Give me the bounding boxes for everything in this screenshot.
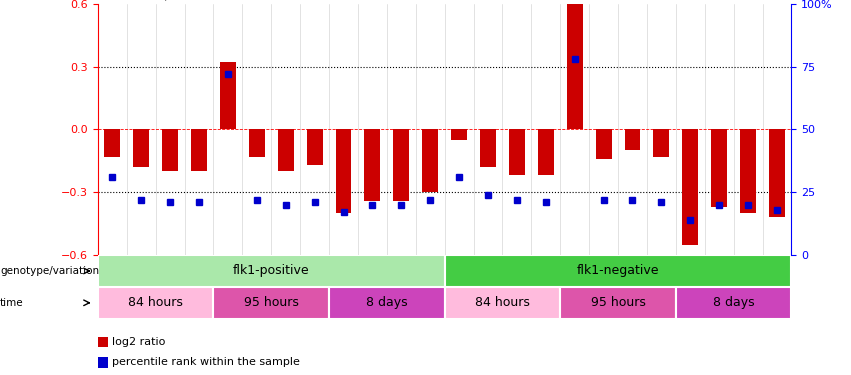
Bar [98,287,214,319]
Text: 95 hours: 95 hours [591,296,645,309]
Bar [306,129,323,165]
Bar [105,129,120,157]
Bar [163,129,178,171]
Bar [393,129,409,201]
Bar [538,129,554,176]
Text: 8 days: 8 days [713,296,755,309]
Bar [711,129,727,207]
Text: percentile rank within the sample: percentile rank within the sample [112,357,300,368]
Text: 8 days: 8 days [366,296,408,309]
Bar [560,287,676,319]
Text: GDS2322 / 593: GDS2322 / 593 [98,0,199,1]
Text: 84 hours: 84 hours [129,296,183,309]
Text: flk1-positive: flk1-positive [233,264,310,278]
Bar [329,287,445,319]
Bar [445,287,560,319]
Bar [567,4,583,129]
Text: 84 hours: 84 hours [475,296,530,309]
Bar [676,287,791,319]
Bar [740,129,756,213]
Bar [248,129,265,157]
Bar [214,287,329,319]
Bar [335,129,351,213]
Text: 95 hours: 95 hours [244,296,299,309]
Bar [596,129,612,159]
Bar [769,129,785,217]
Bar [683,129,698,244]
Bar [220,62,236,129]
Bar [451,129,467,140]
Bar [422,129,438,192]
Text: time: time [0,298,24,308]
Bar [480,129,496,167]
Text: flk1-negative: flk1-negative [577,264,660,278]
Bar [654,129,670,157]
Text: log2 ratio: log2 ratio [112,337,166,347]
Bar [134,129,149,167]
Bar [445,255,791,287]
Bar [191,129,207,171]
Text: genotype/variation: genotype/variation [0,266,99,276]
Bar [277,129,294,171]
Bar [98,255,445,287]
Bar [625,129,641,150]
Bar [364,129,380,201]
Bar [509,129,525,176]
